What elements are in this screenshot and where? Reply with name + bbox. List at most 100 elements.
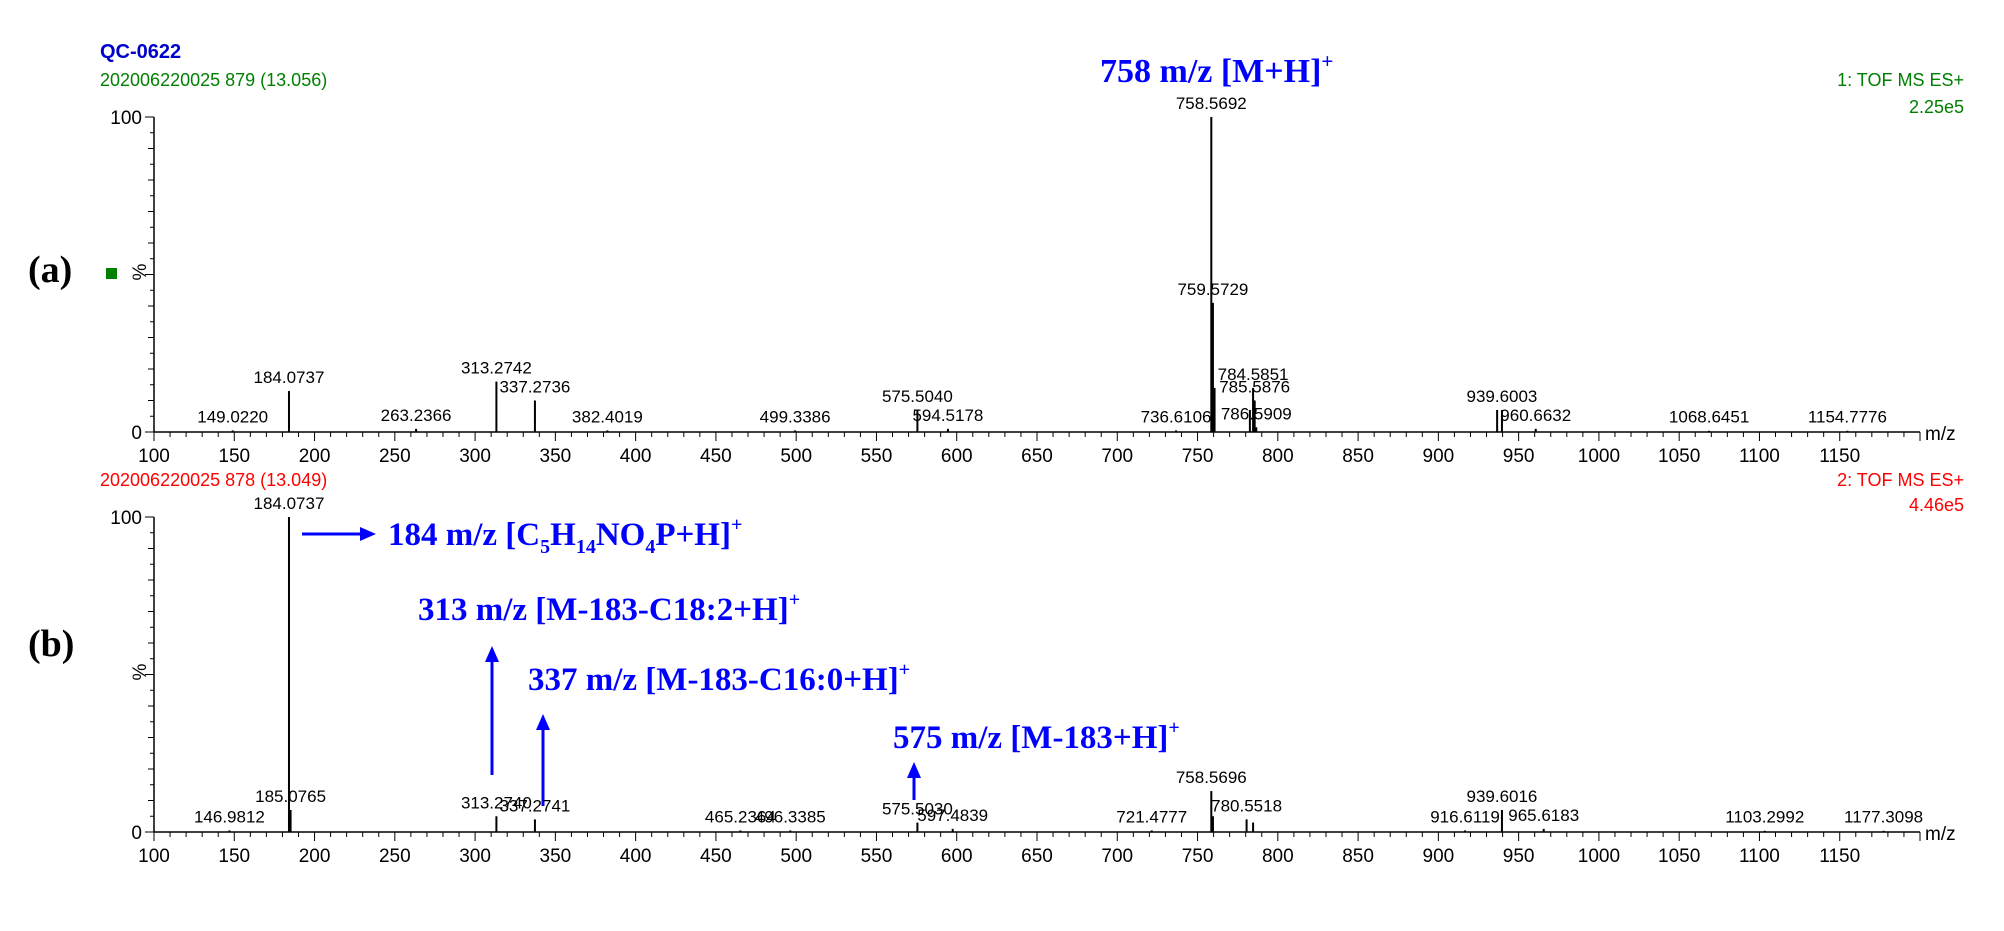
annotation-575: 575 m/z [M-183+H]+: [893, 717, 1180, 756]
p0-x-tick-label: 1100: [1739, 446, 1780, 467]
p0-peak-label: 337.2736: [499, 378, 570, 397]
p1-peak-label: 965.6183: [1508, 806, 1579, 825]
p1-x-tick-label: 950: [1503, 846, 1535, 867]
p1-peak-label: 465.2364: [705, 807, 776, 826]
p0-peak-label: 786.5909: [1221, 404, 1292, 423]
p0-peak-label: 736.6106: [1141, 407, 1212, 426]
p1-x-tick-label: 550: [861, 846, 893, 867]
panel-a-marker-icon: [106, 268, 117, 279]
p1-peak-label: 185.0765: [255, 787, 326, 806]
p0-x-tick-label: 850: [1342, 446, 1374, 467]
p1-peak-label: 575.5030: [882, 800, 953, 819]
p0-peak-label: 594.5178: [912, 406, 983, 425]
arrow-337-head-icon: [536, 714, 550, 730]
p1-peak-label: 337.2741: [499, 796, 570, 815]
p1-x-tick-label: 1000: [1578, 846, 1620, 867]
p1-x-tick-label: 600: [941, 846, 973, 867]
p0-x-tick-label: 350: [540, 446, 572, 467]
panel-b-function-label: 2: TOF MS ES+: [1837, 470, 1964, 490]
p1-x-axis-label: m/z: [1925, 824, 1956, 845]
annotation-184: 184 m/z [C5H14NO4P+H]+: [388, 514, 742, 558]
p0-x-tick-label: 450: [700, 446, 732, 467]
p0-peak-label: 263.2366: [381, 406, 452, 425]
p0-x-tick-label: 650: [1021, 446, 1053, 467]
p0-x-tick-label: 950: [1503, 446, 1535, 467]
p1-peak-label: 1103.2992: [1725, 808, 1804, 827]
p0-peak-label: 960.6632: [1500, 406, 1571, 425]
p0-x-tick-label: 1150: [1819, 446, 1860, 467]
p0-x-tick-label: 100: [138, 446, 170, 467]
panel-b-scan-label: 202006220025 878 (13.049): [100, 470, 327, 490]
p0-peak-label: 149.0220: [197, 407, 268, 426]
p1-peak-label: 597.4839: [917, 806, 988, 825]
p1-peak-label: 184.0737: [254, 494, 325, 513]
panel-b-intensity-label: 4.46e5: [1909, 495, 1964, 515]
p0-peak-label: 382.4019: [572, 407, 643, 426]
p1-x-tick-label: 300: [459, 846, 491, 867]
spectrum-panel-b: 100 150 200 250 300 350 400 450 500 550 600 650 700 7…: [110, 494, 1955, 867]
p0-x-tick-label: 800: [1262, 446, 1294, 467]
p0-peak-label: 499.3386: [760, 407, 831, 426]
p1-x-tick-label: 450: [700, 846, 732, 867]
p0-x-tick-label: 700: [1101, 446, 1133, 467]
p1-x-tick-label: 850: [1342, 846, 1374, 867]
p1-peak-label: 146.9812: [194, 807, 265, 826]
panel-a-function-label: 1: TOF MS ES+: [1837, 70, 1964, 90]
p0-x-tick-label: 1050: [1658, 446, 1700, 467]
p0-peak-label: 939.6003: [1466, 387, 1537, 406]
p1-x-tick-label: 1100: [1739, 846, 1780, 867]
p1-x-tick-label: 1150: [1819, 846, 1860, 867]
p0-peak-label: 313.2742: [461, 359, 532, 378]
p0-peak-label: 575.5040: [882, 387, 953, 406]
p1-x-tick-label: 100: [138, 846, 170, 867]
p0-x-tick-label: 250: [379, 446, 411, 467]
p1-peak-label: 939.6016: [1466, 787, 1537, 806]
annotation-337: 337 m/z [M-183-C16:0+H]+: [528, 659, 910, 698]
p0-peak-label: 785.5876: [1219, 378, 1290, 397]
p1-x-tick-label: 400: [620, 846, 652, 867]
p0-peak-label: 1154.7776: [1808, 408, 1887, 427]
p1-peak-label: 496.3385: [755, 807, 826, 826]
p0-y-tick-label-100: 100: [110, 108, 142, 129]
p0-x-tick-label: 550: [861, 446, 893, 467]
annotation-arrows: [302, 527, 921, 806]
p0-y-axis-label: %: [130, 263, 151, 280]
p0-peak-label: 758.5692: [1176, 94, 1247, 113]
p1-x-tick-label: 700: [1101, 846, 1133, 867]
p1-peak-label: 916.6119: [1430, 807, 1500, 826]
p0-y-tick-label-0: 0: [131, 423, 142, 444]
p0-peak-label: 184.0737: [254, 368, 325, 387]
arrow-184-head-icon: [360, 527, 376, 541]
p0-x-tick-label: 200: [299, 446, 331, 467]
p1-x-tick-label: 1050: [1658, 846, 1700, 867]
p0-x-tick-label: 400: [620, 446, 652, 467]
annotation-758: 758 m/z [M+H]+: [1100, 49, 1333, 90]
p0-x-tick-label: 150: [218, 446, 250, 467]
arrow-313-head-icon: [485, 646, 499, 662]
p0-x-axis-label: m/z: [1925, 424, 1956, 445]
panel-a-tag: (a): [28, 249, 72, 291]
p0-x-tick-label: 900: [1423, 446, 1455, 467]
p1-x-tick-label: 150: [218, 846, 250, 867]
p1-y-axis-label: %: [130, 663, 151, 680]
p1-x-tick-label: 350: [540, 846, 572, 867]
arrow-575-head-icon: [907, 762, 921, 778]
p1-x-tick-label: 900: [1423, 846, 1455, 867]
p1-x-tick-label: 650: [1021, 846, 1053, 867]
p1-y-tick-label-100: 100: [110, 508, 142, 529]
annotation-313: 313 m/z [M-183-C18:2+H]+: [418, 589, 800, 628]
panel-a-scan-label: 202006220025 879 (13.056): [100, 70, 327, 90]
p0-x-tick-label: 300: [459, 446, 491, 467]
p0-x-tick-label: 1000: [1578, 446, 1620, 467]
p1-peak-label: 313.2740: [461, 793, 532, 812]
p0-x-tick-label: 750: [1182, 446, 1214, 467]
p1-x-tick-label: 200: [299, 846, 331, 867]
p1-peak-label: 1177.3098: [1844, 808, 1923, 827]
sample-name: QC-0622: [100, 41, 181, 63]
p1-x-tick-label: 250: [379, 846, 411, 867]
p1-y-tick-label-0: 0: [131, 823, 142, 844]
spectrum-panel-a: 100 150 200 250 300 350 400 450 500 550 600 650 700 7…: [110, 94, 1955, 467]
p1-peak-label: 758.5696: [1176, 768, 1247, 787]
p1-peak-label: 721.4777: [1116, 807, 1187, 826]
